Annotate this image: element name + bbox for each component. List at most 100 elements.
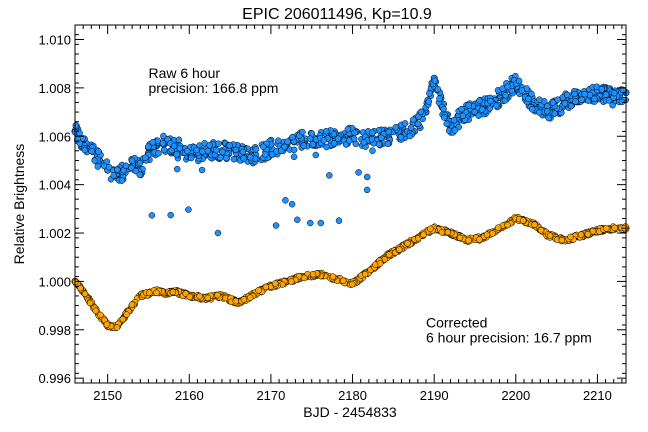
texture-point (136, 171, 144, 179)
texture-point (159, 140, 167, 147)
texture-point (549, 99, 557, 106)
texture-point (88, 147, 95, 155)
texture-point (417, 108, 425, 116)
annotation-2-line: Corrected (426, 314, 487, 330)
texture-point (396, 246, 403, 253)
texture-point (176, 144, 183, 152)
texture-point (196, 292, 203, 300)
texture-point (240, 296, 248, 303)
texture-point (271, 280, 279, 287)
texture-point (317, 219, 325, 227)
texture-point (312, 151, 320, 159)
texture-point (136, 159, 144, 167)
texture-point (363, 173, 371, 181)
texture-point (610, 89, 618, 97)
texture-point (299, 128, 306, 136)
texture-point (504, 221, 511, 229)
texture-point (91, 157, 98, 164)
x-tick-label: 2150 (93, 388, 122, 403)
texture-point (215, 140, 222, 147)
x-tick-label: 2190 (420, 388, 449, 403)
texture-point (105, 163, 113, 171)
y-axis-label: Relative Brightness (11, 144, 27, 265)
texture-point (81, 146, 89, 154)
texture-point (536, 96, 543, 103)
y-tick-label: 0.996 (38, 371, 71, 386)
annotation-1-line: Raw 6 hour (148, 65, 220, 81)
texture-point (572, 98, 579, 105)
texture-point (170, 142, 178, 150)
texture-point (213, 146, 220, 154)
texture-point (185, 206, 192, 213)
texture-point (123, 311, 130, 318)
chart-title: EPIC 206011496, Kp=10.9 (242, 6, 432, 23)
y-tick-label: 1.004 (38, 178, 71, 193)
texture-point (404, 240, 411, 247)
texture-point (334, 135, 342, 142)
texture-point (360, 139, 368, 146)
texture-point (384, 140, 392, 148)
texture-point (443, 120, 450, 128)
texture-point (504, 83, 511, 91)
texture-point (128, 157, 136, 164)
texture-point (363, 186, 371, 194)
texture-point (246, 294, 254, 301)
y-tick-label: 1.010 (38, 33, 71, 48)
texture-point (369, 147, 376, 154)
texture-point (611, 224, 618, 232)
texture-point (407, 124, 415, 131)
texture-point (149, 139, 157, 146)
texture-point (348, 281, 356, 288)
texture-point (558, 236, 566, 244)
texture-point (309, 141, 317, 148)
texture-point (103, 321, 111, 328)
texture-point (589, 227, 597, 235)
texture-point (339, 277, 347, 285)
x-tick-label: 2160 (175, 388, 204, 403)
texture-point (232, 297, 240, 305)
texture-point (290, 153, 298, 161)
texture-point (187, 154, 195, 162)
texture-point (571, 90, 578, 98)
texture-point (92, 307, 99, 314)
texture-point (114, 166, 121, 173)
texture-point (531, 221, 538, 228)
texture-point (518, 87, 526, 94)
texture-point (72, 122, 80, 129)
texture-point (307, 219, 314, 227)
texture-point (502, 92, 509, 99)
texture-point (95, 148, 102, 155)
texture-point (193, 146, 200, 154)
texture-point (598, 86, 606, 93)
texture-point (483, 231, 491, 238)
texture-point (578, 96, 585, 104)
texture-point (465, 102, 472, 109)
texture-point (563, 91, 571, 99)
texture-point (401, 120, 409, 127)
annotation-1-line: precision: 166.8 ppm (148, 80, 278, 96)
y-tick-label: 0.998 (38, 323, 71, 338)
texture-point (489, 230, 496, 237)
texture-point (378, 134, 385, 142)
texture-point (198, 166, 206, 174)
texture-point (175, 136, 183, 144)
texture-point (239, 148, 247, 156)
texture-point (385, 251, 393, 258)
texture-point (169, 288, 177, 296)
y-tick-label: 1.008 (38, 81, 71, 96)
texture-point (551, 110, 559, 117)
texture-point (226, 142, 233, 149)
texture-point (471, 108, 478, 116)
texture-point (306, 135, 314, 142)
texture-point (546, 232, 554, 239)
texture-point (110, 172, 117, 179)
texture-point (369, 129, 376, 136)
texture-point (246, 153, 254, 161)
texture-point (288, 278, 295, 285)
texture-point (206, 142, 213, 149)
texture-point (262, 151, 269, 158)
texture-point (282, 197, 289, 204)
texture-point (476, 97, 483, 104)
series-2 (71, 213, 630, 332)
texture-point (128, 301, 136, 308)
